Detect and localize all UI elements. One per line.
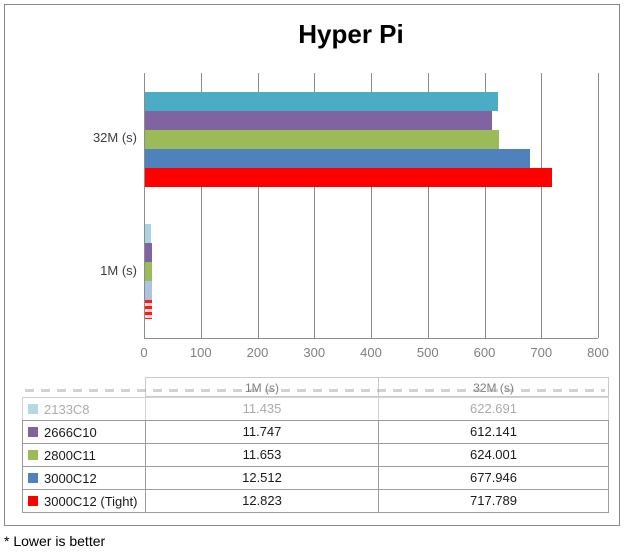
value-text: 11.747: [242, 424, 282, 439]
legend-swatch: [28, 404, 38, 414]
bar-1m-s--2133c8: [145, 224, 152, 244]
gridline: [314, 73, 316, 338]
value-cell: 11.747: [145, 420, 379, 444]
legend-entry: 3000C12: [23, 467, 145, 489]
x-tick-label: 100: [189, 345, 212, 360]
x-tick-label: 700: [530, 345, 553, 360]
legend-swatch: [28, 450, 38, 460]
watermark-artifact: [25, 389, 605, 392]
gridline: [541, 73, 543, 338]
value-cell: 612.141: [378, 420, 609, 444]
legend-label: 2666C10: [44, 424, 97, 440]
legend-cell: 3000C12 (Tight): [22, 489, 146, 513]
legend-label: 2133C8: [44, 401, 90, 417]
legend-swatch: [28, 473, 38, 483]
bar-1m-s--3000c12: [145, 281, 153, 301]
value-cell: 12.823: [145, 489, 379, 513]
legend-entry: 2666C10: [23, 421, 145, 443]
plot-area: [144, 73, 599, 339]
table-header-label: 32M (s): [473, 381, 514, 395]
legend-label: 3000C12 (Tight): [44, 493, 138, 509]
gridline: [144, 73, 145, 338]
legend-cell: 2800C11: [22, 443, 146, 467]
value-text: 12.512: [242, 470, 282, 485]
bar-32m-s--3000c12: [145, 148, 530, 168]
chart-border-frame: Hyper Pi 0 100 200 300 400 500 600 700 800 32M (…: [4, 4, 620, 526]
value-text: 624.001: [470, 447, 517, 462]
value-cell: 717.789: [378, 489, 609, 513]
value-text: 612.141: [470, 424, 517, 439]
legend-label: 2800C11: [44, 447, 96, 463]
legend-cell: 3000C12: [22, 466, 146, 490]
value-cell: 11.435: [145, 397, 379, 421]
table-header-1: 1M (s): [145, 377, 379, 397]
x-tick-label: 200: [246, 345, 269, 360]
x-tick-label: 600: [473, 345, 496, 360]
x-tick-label: 500: [416, 345, 439, 360]
value-cell: 11.653: [145, 443, 379, 467]
value-text: 11.653: [242, 447, 282, 462]
gridline: [427, 73, 429, 338]
table-header-label: 1M (s): [245, 381, 279, 395]
gridline: [484, 73, 486, 338]
legend-entry: 2800C11: [23, 444, 145, 466]
value-cell: 12.512: [145, 466, 379, 490]
chart-title: Hyper Pi: [298, 19, 404, 49]
value-cell: 622.691: [378, 397, 609, 421]
x-tick-label: 300: [303, 345, 326, 360]
value-text: 677.946: [470, 470, 517, 485]
bar-32m-s--3000c12-tight-: [145, 167, 553, 187]
bar-1m-s--3000c12-tight-: [145, 300, 153, 320]
value-text: 622.691: [470, 401, 517, 416]
legend-cell: 2133C8: [22, 397, 146, 421]
bar-1m-s--2666c10: [145, 243, 152, 263]
value-text: 717.789: [470, 493, 517, 508]
legend-label: 3000C12: [44, 470, 97, 486]
x-tick-label: 400: [360, 345, 382, 360]
value-cell: 677.946: [378, 466, 609, 490]
gridline: [371, 73, 372, 338]
gridline: [200, 73, 202, 338]
bar-32m-s--2800c11: [145, 129, 500, 149]
table-header-2: 32M (s): [378, 377, 609, 397]
legend-entry: 2133C8: [23, 398, 145, 420]
value-text: 12.823: [242, 493, 282, 508]
category-label: 1M (s): [100, 262, 137, 278]
value-cell: 624.001: [378, 443, 609, 467]
bar-32m-s--2666c10: [145, 110, 493, 130]
bar-1m-s--2800c11: [145, 262, 152, 282]
legend-swatch: [28, 496, 38, 506]
gridline: [257, 73, 259, 338]
gridline: [598, 73, 599, 338]
value-text: 11.435: [242, 401, 282, 416]
legend-cell: 2666C10: [22, 420, 146, 444]
x-tick-label: 800: [587, 345, 609, 360]
footnote: * Lower is better: [4, 533, 106, 549]
category-label: 32M (s): [92, 130, 137, 146]
legend-entry: 3000C12 (Tight): [23, 490, 145, 512]
legend-swatch: [28, 427, 38, 437]
bar-32m-s--2133c8: [145, 91, 499, 111]
x-tick-label: 0: [140, 345, 148, 360]
